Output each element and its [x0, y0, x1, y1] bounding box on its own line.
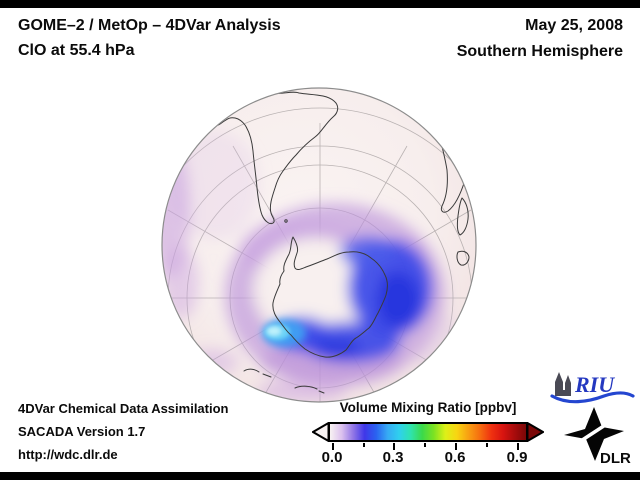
cyan-maximum-core [267, 326, 281, 336]
credit-line-2: SACADA Version 1.7 [18, 424, 146, 439]
riu-swoosh [550, 391, 635, 404]
colorbar-ticks [328, 443, 528, 451]
colorbar-tick-label: 0.0 [321, 449, 343, 466]
colorbar-minor-tick [424, 443, 426, 447]
date-label: May 25, 2008 [525, 17, 623, 34]
colorbar-right-arrow-icon [527, 422, 544, 442]
globe-rim [161, 87, 477, 403]
colorbar-gradient [328, 422, 528, 442]
right-arrow-shape [527, 422, 544, 442]
coast-islet [284, 219, 288, 223]
purple-wisp-sw [186, 349, 238, 375]
coast-islands-south [243, 368, 325, 394]
bottom-letterbox-bar [0, 472, 640, 480]
cathedral-icon [555, 372, 571, 396]
colorbar-left-arrow-icon [312, 422, 329, 442]
limb-streak-west [162, 142, 190, 278]
colorbar-minor-tick [486, 443, 488, 447]
deep-blue-core-south [316, 337, 360, 359]
colorbar-minor-tick [362, 443, 365, 447]
colorbar-major-tick [332, 443, 334, 450]
colorbar-title: Volume Mixing Ratio [ppbv] [339, 400, 517, 415]
dlr-logo: DLR [560, 406, 634, 467]
colorbar-tick-label: 0.9 [506, 449, 528, 466]
colorbar-tick-label: 0.6 [444, 449, 466, 466]
pale-vortex-center-core [265, 244, 355, 320]
dlr-emblem-slash [569, 416, 617, 450]
riu-text: RIU [574, 372, 615, 397]
page-title: GOME–2 / MetOp – 4DVar Analysis [18, 17, 281, 34]
riu-logo: RIU [550, 370, 636, 408]
coast-antarctica [272, 236, 388, 358]
colorbar-major-tick [455, 443, 457, 450]
colorbar-tick-label: 0.3 [382, 449, 404, 466]
credit-url: http://wdc.dlr.de [18, 447, 118, 462]
blue-crescent-north [340, 237, 396, 267]
riu-logo-svg: RIU [550, 372, 635, 404]
credit-line-1: 4DVar Chemical Data Assimilation [18, 401, 229, 416]
colorbar-major-tick [517, 443, 519, 450]
purple-arc-bottom [257, 380, 347, 402]
dlr-text: DLR [600, 450, 631, 466]
top-letterbox-bar [0, 0, 640, 8]
faint-upper-left-tint [170, 130, 260, 240]
dlr-logo-svg: DLR [564, 407, 631, 467]
deep-blue-core-east [376, 272, 420, 328]
page-subtitle: ClO at 55.4 hPa [18, 42, 135, 59]
left-arrow-shape [312, 422, 329, 442]
clo-data-field [162, 130, 465, 402]
colorbar-labels: 0.0 0.3 0.6 0.9 [322, 449, 528, 466]
coast-south-america [217, 90, 339, 225]
colorbar-major-tick [393, 443, 395, 450]
colorbar: Volume Mixing Ratio [ppbv] [312, 400, 544, 466]
hemisphere-label: Southern Hemisphere [456, 43, 623, 60]
limb-streak-southwest [163, 247, 199, 319]
coast-madagascar [456, 197, 469, 236]
coast-island-east [456, 250, 470, 266]
colorbar-row [312, 421, 544, 443]
